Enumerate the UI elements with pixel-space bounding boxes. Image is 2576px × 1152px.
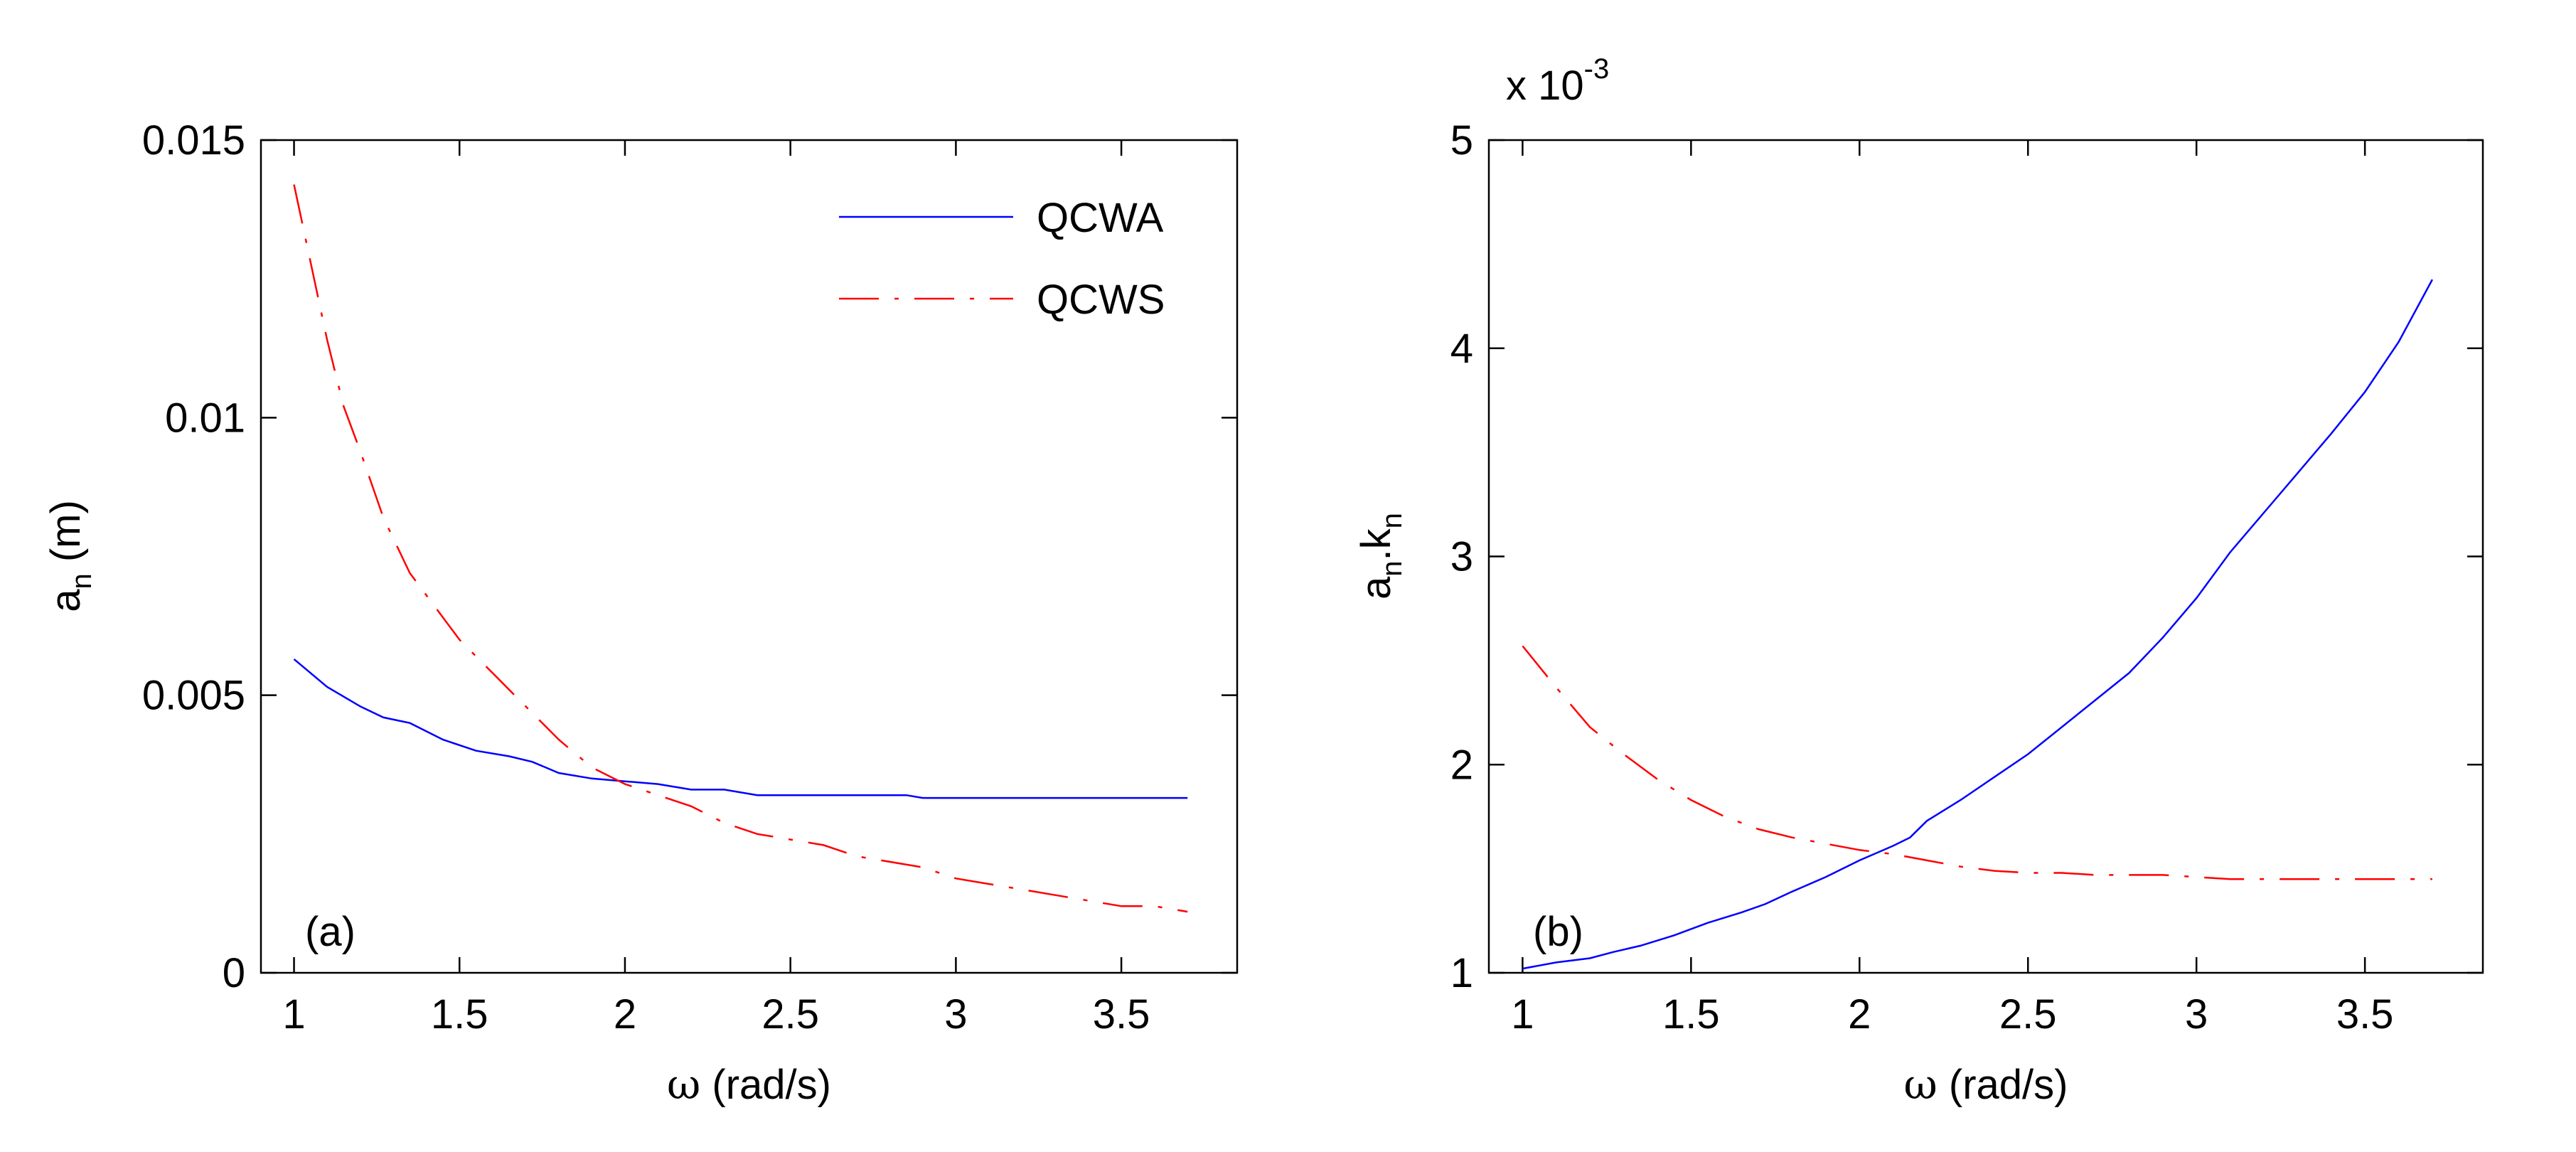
panel-a-chart: 1 1.5 2 2.5 3 3.5 0 0.005 0.01 0.015 (a) ω (rad/s) a…: [43, 117, 1239, 1109]
x-tick-label: 2: [614, 991, 636, 1038]
panel-b-chart: 1 1.5 2 2.5 3 3.5 1 2 3 4 5 (b) ω (rad/s) an.kn x 10-3: [1353, 53, 2484, 1109]
x-tick-label: 1: [282, 991, 305, 1038]
y-axis-label: an (m): [43, 500, 97, 612]
legend: QCWA QCWS: [839, 195, 1165, 323]
series-line-dashed: [1522, 645, 2432, 880]
y-tick-label: 5: [1450, 117, 1473, 164]
panel-label: (b): [1533, 909, 1583, 955]
legend-entry-label: QCWA: [1037, 195, 1164, 241]
y-tick-label: 3: [1450, 534, 1473, 580]
panel-label: (a): [305, 909, 356, 955]
y-tick-label: 1: [1450, 950, 1473, 996]
x-tick-label: 1.5: [1662, 991, 1720, 1038]
y-axis-label: an.kn: [1353, 513, 1408, 599]
series-line-solid: [1522, 279, 2434, 970]
y-axis-multiplier: x 10-3: [1506, 53, 1609, 109]
y-tick-label: 0.01: [165, 395, 245, 441]
plot-frame: [260, 139, 1239, 974]
legend-entry-label: QCWS: [1037, 277, 1165, 323]
x-axis-label: ω (rad/s): [667, 1060, 831, 1109]
x-axis-label: ω (rad/s): [1904, 1060, 2068, 1109]
x-tick-label: 3.5: [1093, 991, 1150, 1038]
y-tick-label: 0.015: [142, 117, 245, 164]
x-tick-label: 3: [2185, 991, 2208, 1038]
y-tick-label: 0.005: [142, 673, 245, 719]
series-line-qcwa: [293, 658, 1188, 799]
x-tick-label: 3: [944, 991, 967, 1038]
y-tick-label: 2: [1450, 742, 1473, 788]
x-tick-label: 2.5: [761, 991, 819, 1038]
plot-frame: [1487, 139, 2484, 974]
x-tick-label: 1: [1511, 991, 1534, 1038]
x-tick-label: 2.5: [1999, 991, 2057, 1038]
y-tick-label: 4: [1450, 326, 1473, 372]
x-tick-label: 2: [1848, 991, 1871, 1038]
series-line-qcws: [293, 184, 1188, 913]
x-tick-label: 3.5: [2336, 991, 2394, 1038]
y-tick-label: 0: [223, 950, 245, 996]
x-tick-label: 1.5: [431, 991, 488, 1038]
